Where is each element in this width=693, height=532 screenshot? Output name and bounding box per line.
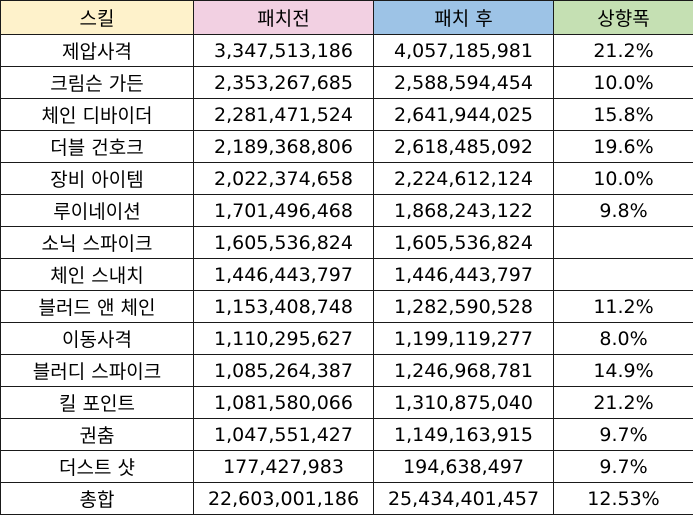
before-value-cell[interactable]: 1,110,295,627 xyxy=(193,322,374,355)
header-increase[interactable]: 상향폭 xyxy=(553,0,693,35)
before-value-cell[interactable]: 1,081,580,066 xyxy=(193,386,374,419)
skill-name-cell[interactable]: 권춤 xyxy=(0,418,194,451)
table-row: 더블 건호크 2,189,368,806 2,618,485,092 19.6% xyxy=(0,130,693,163)
skill-name-cell[interactable]: 장비 아이템 xyxy=(0,162,194,195)
header-row: 스킬 패치전 패치 후 상향폭 xyxy=(0,0,693,35)
before-value-cell[interactable]: 2,353,267,685 xyxy=(193,66,374,99)
before-value-cell[interactable]: 1,153,408,748 xyxy=(193,290,374,323)
table-body: 제압사격 3,347,513,186 4,057,185,981 21.2% 크… xyxy=(0,34,693,515)
table-row: 킬 포인트 1,081,580,066 1,310,875,040 21.2% xyxy=(0,386,693,419)
skill-name-cell[interactable]: 체인 스내치 xyxy=(0,258,194,291)
before-value-cell[interactable]: 177,427,983 xyxy=(193,450,374,483)
table-row: 더스트 샷 177,427,983 194,638,497 9.7% xyxy=(0,450,693,483)
after-value-cell[interactable]: 1,605,536,824 xyxy=(373,226,554,259)
skill-name-cell[interactable]: 블러드 앤 체인 xyxy=(0,290,194,323)
table-row: 권춤 1,047,551,427 1,149,163,915 9.7% xyxy=(0,418,693,451)
after-value-cell[interactable]: 2,224,612,124 xyxy=(373,162,554,195)
skill-name-cell[interactable]: 체인 디바이더 xyxy=(0,98,194,131)
before-value-cell[interactable]: 2,189,368,806 xyxy=(193,130,374,163)
before-value-cell[interactable]: 1,047,551,427 xyxy=(193,418,374,451)
table-row: 체인 디바이더 2,281,471,524 2,641,944,025 15.8… xyxy=(0,98,693,131)
increase-cell[interactable]: 10.0% xyxy=(553,66,693,99)
skill-name-cell[interactable]: 블러디 스파이크 xyxy=(0,354,194,387)
total-after-cell[interactable]: 25,434,401,457 xyxy=(373,482,554,515)
table-row: 소닉 스파이크 1,605,536,824 1,605,536,824 xyxy=(0,226,693,259)
increase-cell[interactable]: 9.7% xyxy=(553,450,693,483)
table-row: 장비 아이템 2,022,374,658 2,224,612,124 10.0% xyxy=(0,162,693,195)
total-increase-cell[interactable]: 12.53% xyxy=(553,482,693,515)
before-value-cell[interactable]: 3,347,513,186 xyxy=(193,34,374,67)
skill-name-cell[interactable]: 이동사격 xyxy=(0,322,194,355)
skill-name-cell[interactable]: 크림슨 가든 xyxy=(0,66,194,99)
increase-cell[interactable]: 15.8% xyxy=(553,98,693,131)
table-row: 루이네이션 1,701,496,468 1,868,243,122 9.8% xyxy=(0,194,693,227)
increase-cell[interactable]: 8.0% xyxy=(553,322,693,355)
after-value-cell[interactable]: 4,057,185,981 xyxy=(373,34,554,67)
table-row: 이동사격 1,110,295,627 1,199,119,277 8.0% xyxy=(0,322,693,355)
after-value-cell[interactable]: 2,641,944,025 xyxy=(373,98,554,131)
increase-cell[interactable]: 19.6% xyxy=(553,130,693,163)
header-skill[interactable]: 스킬 xyxy=(0,0,194,35)
after-value-cell[interactable]: 2,618,485,092 xyxy=(373,130,554,163)
before-value-cell[interactable]: 2,281,471,524 xyxy=(193,98,374,131)
increase-cell[interactable]: 9.8% xyxy=(553,194,693,227)
skill-name-cell[interactable]: 더블 건호크 xyxy=(0,130,194,163)
skill-name-cell[interactable]: 더스트 샷 xyxy=(0,450,194,483)
increase-cell[interactable]: 10.0% xyxy=(553,162,693,195)
increase-cell[interactable] xyxy=(553,226,693,259)
after-value-cell[interactable]: 1,446,443,797 xyxy=(373,258,554,291)
after-value-cell[interactable]: 1,199,119,277 xyxy=(373,322,554,355)
after-value-cell[interactable]: 194,638,497 xyxy=(373,450,554,483)
header-before-patch[interactable]: 패치전 xyxy=(193,0,374,35)
before-value-cell[interactable]: 1,605,536,824 xyxy=(193,226,374,259)
after-value-cell[interactable]: 1,246,968,781 xyxy=(373,354,554,387)
skill-name-cell[interactable]: 킬 포인트 xyxy=(0,386,194,419)
damage-comparison-table: 스킬 패치전 패치 후 상향폭 제압사격 3,347,513,186 4,057… xyxy=(0,0,693,515)
skill-name-cell[interactable]: 제압사격 xyxy=(0,34,194,67)
total-before-cell[interactable]: 22,603,001,186 xyxy=(193,482,374,515)
after-value-cell[interactable]: 1,310,875,040 xyxy=(373,386,554,419)
increase-cell[interactable]: 21.2% xyxy=(553,34,693,67)
before-value-cell[interactable]: 1,085,264,387 xyxy=(193,354,374,387)
before-value-cell[interactable]: 1,701,496,468 xyxy=(193,194,374,227)
after-value-cell[interactable]: 2,588,594,454 xyxy=(373,66,554,99)
increase-cell[interactable]: 11.2% xyxy=(553,290,693,323)
increase-cell[interactable]: 21.2% xyxy=(553,386,693,419)
table-row: 블러드 앤 체인 1,153,408,748 1,282,590,528 11.… xyxy=(0,290,693,323)
header-after-patch[interactable]: 패치 후 xyxy=(373,0,554,35)
after-value-cell[interactable]: 1,149,163,915 xyxy=(373,418,554,451)
total-row: 총합 22,603,001,186 25,434,401,457 12.53% xyxy=(0,482,693,515)
skill-name-cell[interactable]: 루이네이션 xyxy=(0,194,194,227)
table-row: 블러디 스파이크 1,085,264,387 1,246,968,781 14.… xyxy=(0,354,693,387)
increase-cell[interactable]: 14.9% xyxy=(553,354,693,387)
table-row: 제압사격 3,347,513,186 4,057,185,981 21.2% xyxy=(0,34,693,67)
after-value-cell[interactable]: 1,282,590,528 xyxy=(373,290,554,323)
table-row: 크림슨 가든 2,353,267,685 2,588,594,454 10.0% xyxy=(0,66,693,99)
before-value-cell[interactable]: 1,446,443,797 xyxy=(193,258,374,291)
after-value-cell[interactable]: 1,868,243,122 xyxy=(373,194,554,227)
before-value-cell[interactable]: 2,022,374,658 xyxy=(193,162,374,195)
total-label-cell[interactable]: 총합 xyxy=(0,482,194,515)
table-row: 체인 스내치 1,446,443,797 1,446,443,797 xyxy=(0,258,693,291)
skill-name-cell[interactable]: 소닉 스파이크 xyxy=(0,226,194,259)
increase-cell[interactable]: 9.7% xyxy=(553,418,693,451)
increase-cell[interactable] xyxy=(553,258,693,291)
